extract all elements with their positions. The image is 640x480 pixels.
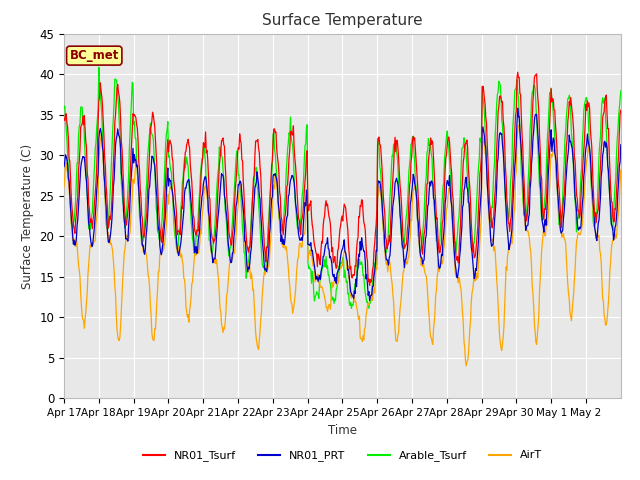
Legend: NR01_Tsurf, NR01_PRT, Arable_Tsurf, AirT: NR01_Tsurf, NR01_PRT, Arable_Tsurf, AirT xyxy=(138,446,547,466)
Title: Surface Temperature: Surface Temperature xyxy=(262,13,422,28)
Text: BC_met: BC_met xyxy=(70,49,119,62)
X-axis label: Time: Time xyxy=(328,424,357,437)
Y-axis label: Surface Temperature (C): Surface Temperature (C) xyxy=(21,144,34,288)
